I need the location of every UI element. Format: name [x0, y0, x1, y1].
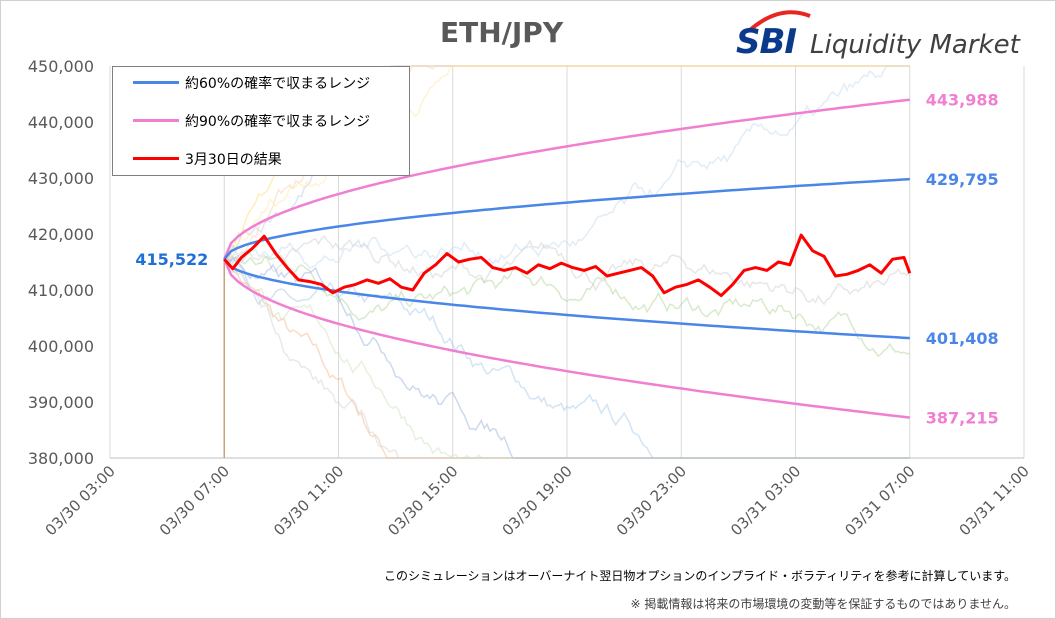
sbi-logo: SBI Liquidity Market — [730, 8, 1030, 68]
simulation-path — [224, 65, 910, 270]
legend-label-60: 約60%の確率で収まるレンジ — [185, 76, 371, 92]
legend-item-60: 約60%の確率で収まるレンジ — [113, 71, 409, 92]
y-tick-label: 410,000 — [28, 281, 94, 300]
x-tick-label: 03/31 03:00 — [727, 462, 804, 539]
simulation-path — [223, 256, 910, 459]
legend-item-result: 3月30日の結果 — [113, 147, 409, 168]
band-60-upper-label: 429,795 — [926, 170, 999, 189]
logo-brand: SBI — [736, 22, 797, 62]
logo-swoosh-icon — [748, 10, 811, 32]
y-tick-label: 400,000 — [28, 337, 94, 356]
simulation-path — [223, 258, 910, 459]
logo-text: Liquidity Market — [810, 30, 1020, 60]
y-tick-label: 390,000 — [28, 393, 94, 412]
band-90-upper-line — [223, 98, 910, 260]
y-tick-label: 430,000 — [28, 169, 94, 188]
chart-title: ETH/JPY — [440, 16, 564, 49]
x-tick-label: 03/30 11:00 — [270, 462, 347, 539]
chart-legend: 約60%の確率で収まるレンジ 約90%の確率で収まるレンジ 3月30日の結果 — [112, 66, 410, 176]
simulation-path — [223, 257, 910, 459]
footnote-method: このシミュレーションはオーバーナイト翌日物オプションのインプライド・ボラティリテ… — [383, 569, 1016, 583]
x-tick-label: 03/30 15:00 — [384, 462, 461, 539]
simulation-path — [224, 255, 910, 459]
band-90-upper-label: 443,988 — [926, 91, 999, 110]
y-tick-label: 450,000 — [28, 57, 94, 76]
legend-swatch-result — [133, 157, 179, 160]
legend-swatch-90 — [133, 119, 179, 122]
legend-label-result: 3月30日の結果 — [185, 152, 282, 168]
y-tick-label: 440,000 — [28, 113, 94, 132]
legend-item-90: 約90%の確率で収まるレンジ — [113, 109, 409, 130]
simulation-path — [223, 254, 910, 358]
simulation-path — [223, 258, 910, 459]
band-90-lower-line — [223, 258, 910, 419]
x-tick-label: 03/30 07:00 — [156, 462, 233, 539]
result-line — [223, 233, 912, 298]
legend-label-90: 約90%の確率で収まるレンジ — [185, 114, 371, 130]
y-tick-label: 420,000 — [28, 225, 94, 244]
band-90-lower-label: 387,215 — [926, 409, 999, 428]
band-60-lower-label: 401,408 — [926, 329, 999, 348]
footnote-disclaimer: ※ 掲載情報は将来の市場環境の変動等を保証するものではありません。 — [630, 597, 1016, 611]
x-tick-label: 03/30 23:00 — [613, 462, 690, 539]
x-tick-label: 03/31 07:00 — [841, 462, 918, 539]
x-tick-label: 03/31 11:00 — [956, 462, 1033, 539]
band-60-upper-line — [223, 177, 910, 260]
legend-swatch-60 — [133, 81, 179, 84]
x-tick-label: 03/30 19:00 — [499, 462, 576, 539]
simulation-path — [223, 235, 911, 306]
start-value-label: 415,522 — [135, 250, 208, 269]
x-tick-label: 03/30 03:00 — [42, 462, 119, 539]
y-tick-label: 380,000 — [28, 449, 94, 468]
